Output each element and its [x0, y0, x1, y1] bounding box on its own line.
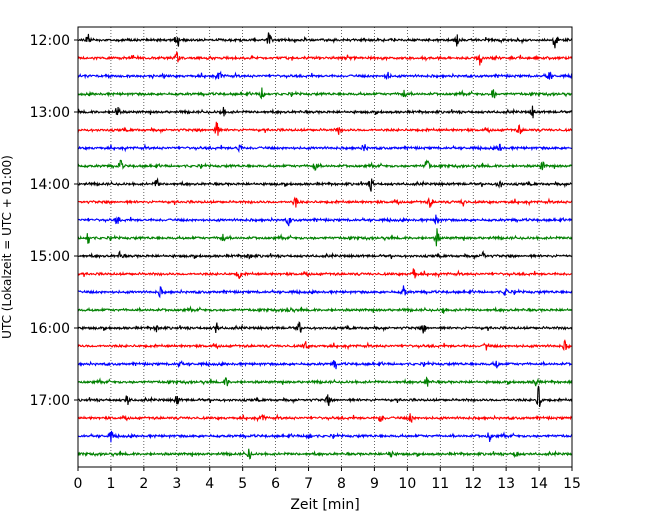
trace-1430 — [77, 214, 573, 227]
x-tick-label: 13 — [497, 476, 515, 492]
x-tick-label: 11 — [431, 476, 449, 492]
y-tick-label: 17:00 — [30, 393, 70, 409]
trace-1330 — [77, 143, 573, 154]
x-axis-label: Zeit [min] — [290, 497, 359, 513]
x-tick-label: 0 — [74, 476, 83, 492]
x-tick-label: 6 — [271, 476, 280, 492]
trace-1230 — [77, 70, 573, 81]
trace-1745 — [77, 448, 573, 460]
x-tick-label: 12 — [464, 476, 482, 492]
x-tick-label: 9 — [370, 476, 379, 492]
trace-1200 — [77, 32, 573, 49]
trace-1300 — [77, 105, 573, 119]
x-tick-label: 14 — [530, 476, 548, 492]
y-tick-label: 13:00 — [30, 105, 70, 121]
trace-1400 — [77, 177, 573, 192]
trace-1600 — [77, 321, 573, 334]
plot-area — [78, 27, 572, 467]
trace-1515 — [77, 268, 573, 280]
trace-1445 — [77, 228, 573, 247]
trace-1545 — [77, 305, 573, 314]
x-tick-label: 10 — [398, 476, 416, 492]
vertical-grid — [110, 27, 540, 467]
y-tick-label: 12:00 — [30, 33, 70, 49]
x-tick-label: 2 — [139, 476, 148, 492]
x-tick-label: 5 — [238, 476, 247, 492]
trace-1730 — [77, 430, 573, 443]
y-tick-label: 15:00 — [30, 249, 70, 265]
x-tick-label: 15 — [563, 476, 581, 492]
x-tick-label: 7 — [304, 476, 313, 492]
trace-1700 — [77, 385, 573, 408]
trace-group — [77, 32, 573, 460]
x-tick-label: 8 — [337, 476, 346, 492]
trace-1215 — [77, 50, 573, 66]
x-axis-ticks: 0 1 2 3 4 5 6 7 8 9 10 11 12 13 14 15 — [74, 467, 581, 492]
plot-frame — [77, 26, 573, 468]
trace-1530 — [77, 285, 573, 299]
y-axis-label: UTC (Lokalzeit = UTC + 01:00) — [0, 155, 14, 339]
y-axis-ticks: 12:00 13:00 14:00 15:00 16:00 17:00 — [30, 33, 78, 409]
trace-1345 — [77, 159, 573, 171]
trace-1315 — [77, 121, 573, 136]
trace-1615 — [77, 339, 573, 352]
trace-1630 — [77, 359, 573, 370]
y-tick-label: 14:00 — [30, 177, 70, 193]
trace-1415 — [77, 196, 573, 208]
trace-1500 — [77, 250, 573, 261]
trace-1645 — [77, 376, 573, 387]
trace-1715 — [77, 413, 573, 423]
trace-1245 — [77, 87, 573, 100]
x-tick-label: 1 — [106, 476, 115, 492]
y-tick-label: 16:00 — [30, 321, 70, 337]
x-tick-label: 4 — [205, 476, 214, 492]
x-tick-label: 3 — [172, 476, 181, 492]
